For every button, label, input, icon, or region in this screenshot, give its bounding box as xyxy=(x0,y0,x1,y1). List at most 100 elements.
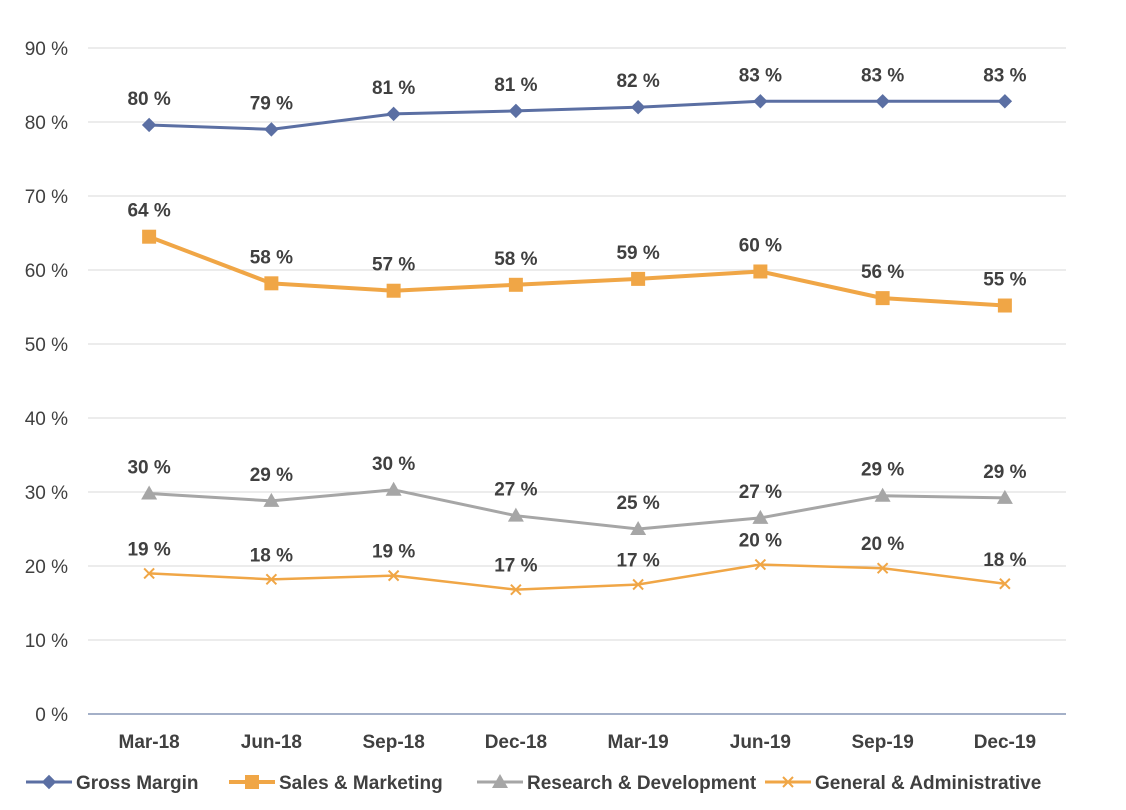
data-label: 29 % xyxy=(983,462,1026,483)
gridlines xyxy=(88,47,1066,715)
data-label: 29 % xyxy=(861,460,904,481)
data-point xyxy=(753,94,768,109)
data-label: 79 % xyxy=(250,93,293,114)
x-tick-label: Sep-19 xyxy=(851,732,913,753)
data-point xyxy=(141,117,157,133)
series-1 xyxy=(142,229,1012,313)
data-label: 29 % xyxy=(250,465,293,486)
series-2 xyxy=(141,481,1013,535)
data-label: 64 % xyxy=(127,201,170,222)
y-tick-label: 80 % xyxy=(25,113,68,134)
data-point xyxy=(874,487,891,502)
data-label: 82 % xyxy=(616,71,659,92)
data-label: 20 % xyxy=(861,534,904,555)
data-point xyxy=(875,291,890,306)
legend-item: General & Administrative xyxy=(765,773,1041,794)
series-line xyxy=(147,99,1007,131)
data-point xyxy=(630,521,647,535)
data-point xyxy=(997,94,1013,109)
data-label: 81 % xyxy=(372,78,415,99)
data-point xyxy=(141,485,158,500)
legend-marker xyxy=(782,776,794,788)
data-point xyxy=(632,578,644,591)
x-tick-label: Mar-19 xyxy=(608,732,669,753)
data-point xyxy=(142,229,157,244)
y-tick-label: 90 % xyxy=(25,39,68,60)
legend: Gross Margin Sales & Marketing Research & … xyxy=(26,773,1041,794)
series-line xyxy=(147,563,1007,591)
data-point xyxy=(631,271,646,286)
data-label: 20 % xyxy=(739,531,782,552)
legend-item: Research & Development xyxy=(477,773,757,794)
legend-marker xyxy=(41,774,57,790)
data-label: 83 % xyxy=(983,65,1026,86)
data-label: 80 % xyxy=(127,89,170,110)
y-tick-label: 10 % xyxy=(25,631,68,652)
legend-label: Gross Margin xyxy=(76,773,198,794)
data-label: 58 % xyxy=(494,249,537,270)
data-point xyxy=(386,283,401,298)
x-tick-label: Dec-19 xyxy=(974,732,1036,753)
x-tick-label: Sep-18 xyxy=(362,732,424,753)
data-label: 83 % xyxy=(739,65,782,86)
data-labels: 80 % 79 % 81 % 81 % 82 % 83 % 83 % 83 % 64 % 58 %… xyxy=(127,65,1026,576)
data-label: 25 % xyxy=(616,493,659,514)
data-point xyxy=(754,558,767,571)
legend-item: Gross Margin xyxy=(26,773,198,794)
data-label: 81 % xyxy=(494,75,537,96)
data-point xyxy=(265,573,278,586)
y-tick-label: 20 % xyxy=(25,557,68,578)
data-point xyxy=(507,507,524,522)
data-label: 56 % xyxy=(861,262,904,283)
data-label: 59 % xyxy=(616,243,659,264)
data-point xyxy=(264,122,279,137)
legend-marker xyxy=(245,775,259,789)
data-point xyxy=(753,264,768,279)
data-point xyxy=(263,492,280,507)
data-label: 17 % xyxy=(494,556,537,577)
data-label: 18 % xyxy=(983,550,1026,571)
data-point xyxy=(387,569,400,582)
data-label: 57 % xyxy=(372,255,415,276)
y-axis: 0 % 10 % 20 % 30 % 40 % 50 % 60 % 70 % 80 % 90 % xyxy=(25,39,68,726)
data-point xyxy=(630,99,646,115)
data-point xyxy=(264,276,279,291)
x-tick-label: Jun-18 xyxy=(241,732,302,753)
legend-marker xyxy=(492,774,508,788)
data-point xyxy=(996,489,1013,504)
data-point xyxy=(385,481,402,496)
x-tick-label: Jun-19 xyxy=(730,732,791,753)
data-point xyxy=(997,298,1012,313)
data-label: 30 % xyxy=(127,457,170,478)
series-3 xyxy=(143,558,1011,596)
x-tick-label: Dec-18 xyxy=(485,732,547,753)
data-label: 17 % xyxy=(616,551,659,572)
data-label: 18 % xyxy=(250,545,293,566)
legend-label: General & Administrative xyxy=(815,773,1041,794)
y-tick-label: 0 % xyxy=(35,705,68,726)
data-label: 27 % xyxy=(739,482,782,503)
data-label: 55 % xyxy=(983,270,1026,291)
x-tick-label: Mar-18 xyxy=(119,732,180,753)
series-line xyxy=(147,234,1007,308)
data-label: 19 % xyxy=(372,542,415,563)
data-point xyxy=(875,94,890,109)
data-point xyxy=(508,103,524,119)
y-tick-label: 50 % xyxy=(25,335,68,356)
x-axis: Mar-18 Jun-18 Sep-18 Dec-18 Mar-19 Jun-19 Sep-… xyxy=(119,732,1037,753)
series-line xyxy=(147,488,1007,531)
data-label: 19 % xyxy=(127,539,170,560)
data-point xyxy=(999,578,1011,590)
legend-label: Sales & Marketing xyxy=(279,773,443,794)
legend-item: Sales & Marketing xyxy=(229,773,443,794)
y-tick-label: 40 % xyxy=(25,409,68,430)
y-tick-label: 60 % xyxy=(25,261,68,282)
data-label: 58 % xyxy=(250,247,293,268)
y-tick-label: 70 % xyxy=(25,187,68,208)
data-point xyxy=(876,562,889,574)
data-point xyxy=(508,277,523,292)
series-0 xyxy=(141,94,1013,137)
data-point xyxy=(386,106,401,122)
data-label: 83 % xyxy=(861,65,904,86)
